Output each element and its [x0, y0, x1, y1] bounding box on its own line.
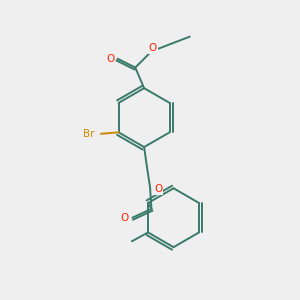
Text: O: O	[120, 213, 128, 223]
Text: Br: Br	[83, 129, 95, 139]
Text: O: O	[149, 43, 157, 53]
Text: O: O	[106, 54, 114, 64]
Text: O: O	[154, 184, 162, 194]
